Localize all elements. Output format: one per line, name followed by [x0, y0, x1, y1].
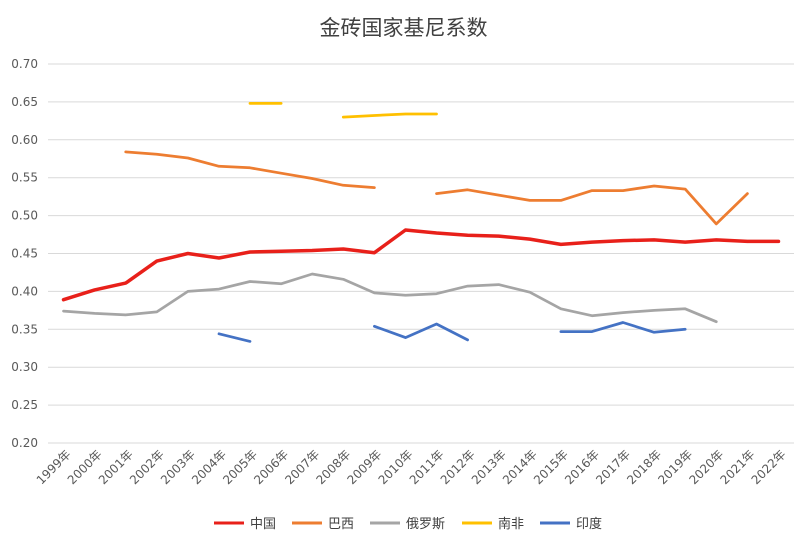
series-line-segment — [373, 322, 469, 342]
legend-item: 俄罗斯 — [370, 517, 445, 532]
series-line-segment — [62, 272, 718, 324]
series-line-segment — [559, 321, 687, 334]
legend-label: 巴西 — [328, 517, 354, 532]
legend-label: 中国 — [250, 517, 276, 532]
y-tick-label: 0.60 — [11, 133, 38, 147]
legend-item: 巴西 — [292, 517, 354, 532]
y-tick-label: 0.35 — [11, 322, 38, 336]
series-line-segment — [341, 112, 438, 119]
legend-item: 中国 — [214, 517, 276, 532]
y-tick-label: 0.20 — [11, 436, 38, 450]
y-tick-label: 0.30 — [11, 360, 38, 374]
y-tick-label: 0.50 — [11, 209, 38, 223]
legend-label: 俄罗斯 — [406, 517, 445, 532]
chart-title: 金砖国家基尼系数 — [319, 16, 488, 40]
legend-item: 印度 — [540, 516, 602, 532]
legend-label: 印度 — [576, 516, 602, 532]
series-南非 — [248, 102, 438, 119]
legend-label: 南非 — [498, 516, 524, 532]
series-俄罗斯 — [62, 272, 718, 324]
y-tick-label: 0.25 — [11, 398, 38, 412]
series-line-segment — [61, 228, 781, 302]
series-line-segment — [217, 332, 252, 343]
series-lines — [61, 102, 781, 343]
series-中国 — [61, 228, 781, 302]
series-line-segment — [124, 150, 376, 189]
grid-lines — [48, 63, 794, 444]
y-axis-ticks: 0.20 0.25 0.30 0.35 0.40 0.45 0.50 0.55 0.60 0.65… — [11, 57, 38, 450]
x-axis-ticks: 1999年2000年2001年2002年2003年2004年2005年2006年… — [34, 447, 789, 487]
y-tick-label: 0.55 — [11, 171, 38, 185]
legend: 中国 巴西 俄罗斯 南非 印度 — [214, 516, 602, 532]
series-巴西 — [124, 150, 749, 226]
series-line-segment — [435, 184, 749, 226]
y-tick-label: 0.70 — [11, 57, 38, 71]
y-tick-label: 0.45 — [11, 247, 38, 261]
x-tick-label: 2022年 — [749, 447, 789, 487]
y-tick-label: 0.40 — [11, 284, 38, 298]
series-印度 — [217, 321, 687, 343]
legend-item: 南非 — [462, 516, 524, 532]
y-tick-label: 0.65 — [11, 95, 38, 109]
